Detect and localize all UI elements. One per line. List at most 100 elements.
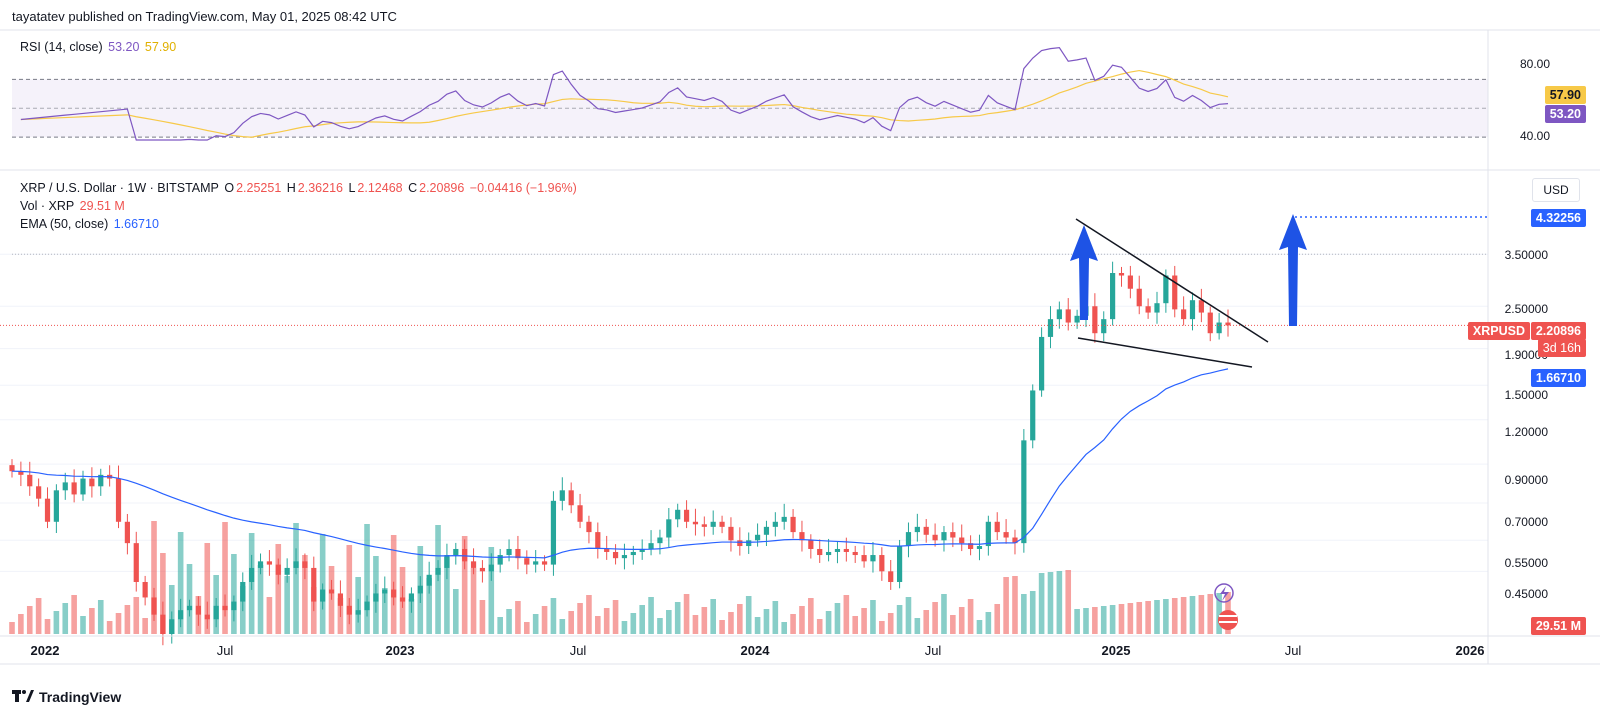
candle-body xyxy=(1092,306,1098,334)
volume-bar xyxy=(293,523,299,634)
volume-bar xyxy=(834,603,841,634)
volume-bar xyxy=(657,618,663,634)
target-arrow-up xyxy=(1279,214,1307,326)
candle-body xyxy=(36,486,42,499)
volume-bar xyxy=(80,616,86,634)
volume-bar xyxy=(506,609,512,634)
candle-body xyxy=(27,474,33,487)
candle-body xyxy=(799,532,805,541)
lightning-icon xyxy=(1214,583,1234,603)
volume-bar xyxy=(816,619,823,634)
volume-bar xyxy=(470,568,477,634)
candle-body xyxy=(905,532,912,547)
candle-body xyxy=(710,521,716,527)
volume-bar xyxy=(257,565,264,634)
volume-bar xyxy=(444,557,450,634)
volume-bar xyxy=(870,600,876,634)
volume-bar xyxy=(239,586,246,634)
volume-bar xyxy=(1047,572,1054,634)
candle-body xyxy=(737,540,743,547)
price-axis-label: 1.50000 xyxy=(1504,388,1548,402)
volume-bar xyxy=(905,597,912,634)
volume-bar xyxy=(612,600,619,634)
volume-legend[interactable]: Vol · XRP 29.51 M xyxy=(20,199,127,213)
tradingview-footer[interactable]: TradingView xyxy=(12,688,121,705)
candle-body xyxy=(870,555,876,562)
candle-body xyxy=(852,551,858,556)
volume-bar xyxy=(195,596,202,634)
volume-bar xyxy=(302,555,308,634)
candle-body xyxy=(1065,309,1071,323)
volume-bar xyxy=(985,612,992,634)
candle-body xyxy=(754,534,761,541)
volume-bar xyxy=(390,535,397,634)
candle-body xyxy=(692,521,699,525)
symbol-legend[interactable]: XRP / U.S. Dollar · 1W · BITSTAMP O 2.252… xyxy=(20,181,579,195)
x-axis-label: 2025 xyxy=(1101,643,1131,658)
candle-body xyxy=(825,551,832,556)
volume-bar xyxy=(568,611,574,634)
volume-bar xyxy=(364,524,370,634)
volume-bar xyxy=(337,598,344,634)
volume-bar xyxy=(497,617,503,634)
candle-body xyxy=(53,490,59,522)
ticker-tag: XRPUSD xyxy=(1467,322,1530,340)
volume-bar xyxy=(275,544,282,634)
rsi-legend[interactable]: RSI (14, close) 53.20 57.90 xyxy=(20,40,178,54)
volume-label: Vol · XRP xyxy=(20,199,75,213)
volume-bar xyxy=(124,605,131,634)
candle-body xyxy=(817,548,823,556)
volume-bar xyxy=(1145,601,1151,634)
price-pane xyxy=(0,214,1488,646)
breakout-arrow-up xyxy=(1070,225,1098,320)
candle-body xyxy=(479,567,486,572)
candle-body xyxy=(1145,306,1151,313)
volume-bar xyxy=(1056,571,1063,634)
candle-body xyxy=(1030,390,1036,441)
volume-bar xyxy=(1171,598,1178,634)
volume-bar xyxy=(1198,595,1205,634)
candle-body xyxy=(497,555,503,565)
volume-bar xyxy=(976,620,983,634)
volume-bar xyxy=(710,599,716,634)
candle-body xyxy=(506,548,512,556)
candle-body xyxy=(976,546,983,549)
candle-body xyxy=(115,478,122,522)
candle-body xyxy=(896,546,903,582)
rsi-pane xyxy=(12,46,1488,141)
volume-bar xyxy=(151,521,157,634)
volume-bar xyxy=(879,621,885,634)
volume-bar xyxy=(18,614,24,634)
candle-body xyxy=(62,482,68,491)
x-axis-label: Jul xyxy=(216,643,234,658)
volume-bar xyxy=(355,577,361,634)
x-axis-label: Jul xyxy=(924,643,942,658)
volume-bar xyxy=(44,619,51,634)
currency-button[interactable]: USD xyxy=(1532,178,1580,202)
volume-bar xyxy=(559,619,566,634)
candle-body xyxy=(284,567,290,575)
candle-body xyxy=(142,581,148,598)
price-axis-label: 0.90000 xyxy=(1504,473,1548,487)
x-axis-label: 2026 xyxy=(1455,643,1485,658)
axis-pane xyxy=(0,29,1600,665)
candle-body xyxy=(1047,319,1054,337)
volume-bar xyxy=(958,607,965,634)
rsi-line xyxy=(20,46,1229,141)
rsi-ma-value: 57.90 xyxy=(144,40,177,54)
price-axis-label: 0.55000 xyxy=(1504,556,1548,570)
candle-body xyxy=(550,500,557,565)
ema-legend[interactable]: EMA (50, close) 1.66710 xyxy=(20,217,161,231)
volume-bar xyxy=(932,602,938,634)
volume-bar xyxy=(142,618,148,634)
candle-body xyxy=(932,534,938,541)
candle-body xyxy=(311,567,317,602)
candle-body xyxy=(533,561,539,565)
candle-body xyxy=(470,561,477,568)
volume-bar xyxy=(328,566,335,634)
volume-bar xyxy=(26,606,33,634)
volume-bar xyxy=(1092,607,1098,634)
volume-bar xyxy=(728,612,734,634)
candle-body xyxy=(1154,303,1160,313)
